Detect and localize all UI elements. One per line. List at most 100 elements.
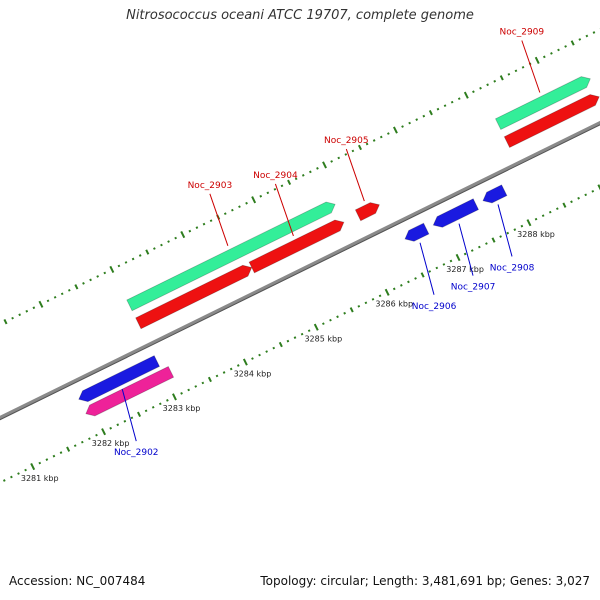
scale-label-3283: 3283 kbp	[163, 404, 201, 413]
inner-scale-tick	[88, 437, 91, 441]
gene-noc-2903-label[interactable]: Noc_2903	[188, 181, 233, 191]
inner-scale-tick	[541, 214, 545, 218]
inner-scale-tick	[52, 454, 56, 458]
outer-scale-tick	[245, 201, 248, 205]
inner-scale-tick	[420, 272, 425, 278]
gene-feature-4-arrow[interactable]	[135, 264, 253, 330]
gene-noc-2909-arrow[interactable]	[494, 76, 591, 131]
inner-scale-tick	[313, 323, 319, 331]
inner-scale-tick	[322, 322, 325, 326]
outer-scale-tick	[365, 142, 369, 146]
gene-noc-2908-arrow[interactable]	[482, 184, 508, 204]
outer-scale-tick	[60, 292, 64, 296]
inner-scale-tick	[520, 224, 524, 228]
outer-scale-tick	[422, 114, 426, 118]
inner-scale-tick	[286, 339, 290, 343]
outer-scale-tick	[223, 212, 227, 216]
inner-scale-tick	[95, 433, 98, 437]
outer-scale-tick	[493, 79, 497, 83]
inner-scale-tick	[435, 266, 439, 270]
inner-scale-tick	[562, 202, 567, 208]
inner-scale-tick	[442, 263, 446, 266]
inner-scale-tick	[300, 332, 304, 336]
backbone-layer	[0, 120, 600, 421]
outer-scale-tick	[109, 265, 115, 274]
inner-scale-tick	[293, 336, 297, 339]
outer-scale-tick	[357, 144, 362, 151]
outer-scale-tick	[160, 243, 163, 247]
inner-scale-tick	[201, 381, 205, 385]
inner-scale-tick	[109, 426, 113, 430]
gene-noc-2904-arrow[interactable]	[248, 219, 345, 274]
outer-scale-tick	[11, 316, 14, 320]
inner-scale-tick	[236, 364, 240, 367]
outer-scale-tick	[188, 229, 192, 233]
inner-scale-tick	[272, 346, 276, 350]
backbone-line	[0, 120, 600, 421]
inner-scale-tick	[158, 402, 162, 406]
inner-scale-tick	[463, 252, 467, 256]
outer-scale-tick	[195, 226, 199, 229]
gene-noc-2902-label[interactable]: Noc_2902	[114, 448, 159, 458]
gene-noc-2907-arrow[interactable]	[432, 198, 480, 228]
outer-scale-tick	[103, 271, 107, 275]
inner-scale-tick	[414, 277, 417, 280]
gene-noc-2906-arrow[interactable]	[404, 222, 430, 242]
outer-scale-tick	[570, 40, 575, 46]
gene-noc-2906-label[interactable]: Noc_2906	[412, 302, 457, 312]
scale-label-3286: 3286 kbp	[375, 300, 413, 309]
outer-scale-tick	[479, 86, 482, 90]
outer-scale-tick	[259, 194, 263, 198]
inner-scale-tick	[548, 210, 552, 214]
outer-scale-tick	[3, 319, 8, 325]
outer-scale-tick	[301, 174, 305, 177]
inner-scale-tick	[470, 249, 474, 252]
outer-scale-tick	[138, 254, 142, 257]
genome-stats-label: Topology: circular; Length: 3,481,691 bp…	[260, 574, 590, 588]
outer-scale-tick	[18, 313, 22, 317]
outer-scale-tick	[585, 34, 589, 38]
gene-noc-2909-leader	[521, 40, 541, 93]
gene-feature-2-arrow[interactable]	[85, 365, 175, 417]
inner-scale-tick	[455, 253, 461, 262]
outer-scale-tick	[82, 282, 85, 285]
backbone-shadow	[0, 124, 600, 421]
gene-noc-2904-leader	[274, 183, 294, 237]
scale-label-3285: 3285 kbp	[304, 335, 342, 344]
label-layer: 3281 kbp 3282 kbp 3283 kbp 3284 kbp 3285 kbp…	[21, 28, 555, 483]
outer-scale-tick	[153, 247, 156, 250]
gene-noc-2909-label[interactable]: Noc_2909	[500, 28, 545, 38]
gene-noc-2902-leader	[121, 388, 137, 442]
scale-label-3281: 3281 kbp	[21, 474, 59, 483]
inner-scale-tick	[307, 329, 311, 333]
gene-noc-2908-leader	[497, 204, 513, 257]
gene-noc-2903-arrow[interactable]	[126, 201, 336, 312]
outer-scale-tick	[592, 31, 596, 34]
gene-noc-2908-label[interactable]: Noc_2908	[490, 263, 535, 273]
outer-scale-tick	[38, 300, 44, 308]
gene-noc-2905-label[interactable]: Noc_2905	[324, 136, 369, 146]
outer-scale-tick	[251, 196, 257, 204]
page-title: Nitrosococcus oceani ATCC 19707, complet…	[126, 8, 474, 23]
outer-scale-tick	[436, 107, 440, 111]
inner-scale-tick	[478, 245, 481, 249]
outer-scale-tick	[280, 184, 284, 188]
gene-noc-2905-leader	[345, 148, 365, 202]
outer-scale-tick	[180, 231, 186, 239]
gene-noc-2904-label[interactable]: Noc_2904	[253, 171, 298, 181]
outer-scale-tick	[202, 222, 206, 226]
scale-label-3282: 3282 kbp	[92, 439, 130, 448]
outer-scale-tick	[542, 55, 546, 59]
gene-noc-2907-label[interactable]: Noc_2907	[451, 283, 496, 293]
outer-scale-tick	[351, 149, 355, 153]
gene-noc-2902-arrow[interactable]	[78, 355, 161, 403]
inner-scale-tick	[30, 462, 36, 471]
inner-scale-tick	[66, 446, 71, 452]
outer-scale-tick	[266, 191, 270, 195]
outer-scale-tick	[74, 284, 79, 290]
outer-scale-tick	[53, 295, 57, 299]
gene-noc-2907-leader	[458, 223, 474, 276]
gene-noc-2905-arrow[interactable]	[354, 202, 380, 222]
gene-feature-11-arrow[interactable]	[503, 94, 600, 149]
